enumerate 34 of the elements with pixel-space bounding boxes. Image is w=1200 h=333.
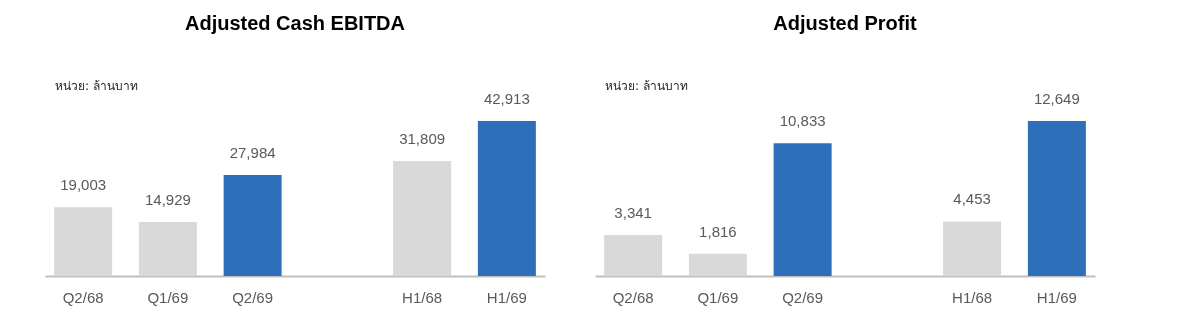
data-label: 12,649	[1033, 90, 1080, 107]
x-tick-label: Q1/69	[147, 288, 189, 306]
bar	[1027, 121, 1086, 276]
x-tick-label: Q1/69	[697, 288, 739, 306]
x-tick-label: Q2/68	[612, 288, 654, 306]
data-label: 4,453	[953, 190, 991, 208]
text: หน่วย: ล้านบาท	[55, 79, 138, 93]
bar	[477, 121, 536, 276]
data-label: 3,341	[614, 204, 652, 222]
data-label: 1,816	[699, 222, 737, 240]
bar	[773, 143, 832, 276]
x-tick-label: H1/68	[952, 288, 993, 306]
data-label: 27,984	[229, 143, 276, 161]
data-label: 14,929	[144, 191, 191, 209]
data-label: 42,913	[483, 90, 530, 107]
x-tick-label: Q2/69	[232, 288, 274, 306]
bar	[688, 253, 747, 276]
bar	[393, 161, 452, 276]
bar	[943, 221, 1002, 276]
x-tick-label: Q2/69	[782, 288, 824, 306]
chart-title: Adjusted Cash EBITDA	[184, 12, 406, 34]
bar	[54, 207, 113, 276]
x-tick-label: Q2/68	[62, 288, 104, 306]
data-label: 10,833	[779, 112, 826, 130]
x-tick-label: H1/68	[402, 288, 443, 306]
x-tick-label: H1/69	[486, 288, 527, 306]
data-label: 19,003	[60, 176, 107, 194]
bar	[223, 174, 282, 276]
text: หน่วย: ล้านบาท	[605, 79, 688, 93]
data-label: 31,809	[399, 130, 446, 148]
bar	[138, 222, 197, 276]
bar	[604, 235, 663, 276]
x-tick-label: H1/69	[1036, 288, 1077, 306]
chart-title: Adjusted Profit	[773, 12, 917, 34]
